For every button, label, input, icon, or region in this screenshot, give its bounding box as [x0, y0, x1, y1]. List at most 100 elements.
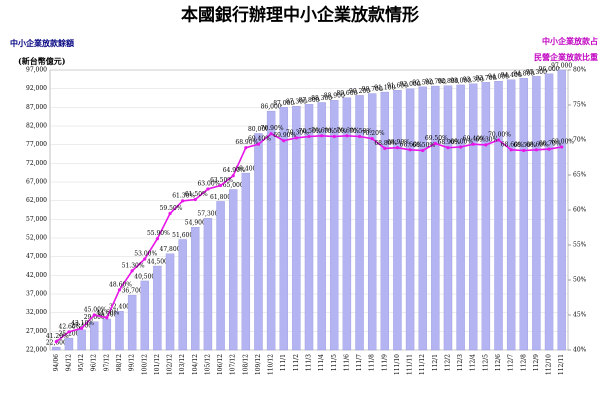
- bar: [64, 337, 74, 351]
- line-value-label: 70.60%: [336, 127, 359, 134]
- bar: [254, 133, 263, 351]
- x-tick-label: 111/6: [343, 354, 350, 371]
- x-tick-label: 110/12: [268, 354, 275, 375]
- bar: [127, 294, 137, 351]
- line-marker: [67, 330, 71, 334]
- y2-axis-title: 民營企業放款比重: [534, 52, 598, 62]
- bar-value-label: 95,300: [526, 69, 547, 76]
- line-value-label: 68.70%: [539, 141, 562, 148]
- bar-value-label: 29,600: [84, 314, 105, 321]
- y-axis-unit: (新台幣億元): [18, 56, 66, 66]
- line-marker: [370, 137, 374, 141]
- x-tick-label: 112/4: [470, 354, 477, 371]
- y2-tick-label: 50%: [573, 277, 587, 284]
- bar-value-label: 93,700: [475, 75, 496, 82]
- bar: [342, 97, 352, 351]
- bar: [456, 84, 465, 351]
- bar-value-label: 91,600: [387, 83, 408, 90]
- y-tick-label: 82,000: [26, 123, 47, 130]
- x-tick-label: 95/12: [78, 354, 85, 371]
- line-marker: [320, 134, 324, 138]
- line-value-label: 51.30%: [122, 262, 145, 269]
- y-tick-label: 62,000: [26, 197, 47, 204]
- line-value-label: 69.90%: [273, 132, 296, 139]
- x-tick-label: 111/12: [419, 354, 426, 375]
- line-value-label: 69.40%: [463, 136, 486, 143]
- bar: [494, 81, 503, 351]
- line-value-label: 70.30%: [286, 129, 309, 136]
- bar: [203, 218, 213, 351]
- line-marker: [496, 138, 501, 142]
- y-tick-label: 97,000: [26, 67, 47, 74]
- line-marker: [560, 145, 564, 149]
- line-value-label: 41.20%: [46, 333, 69, 340]
- bar: [506, 79, 516, 351]
- x-tick-label: 111/8: [369, 354, 376, 371]
- x-tick-label: 94/06: [53, 354, 60, 371]
- x-tick-label: 107/12: [230, 354, 237, 375]
- x-tick-label: 112/7: [508, 354, 515, 371]
- line-value-label: 64.90%: [223, 167, 246, 174]
- line-marker: [130, 269, 134, 273]
- bar-value-label: 87,800: [299, 97, 320, 104]
- line-value-label: 45.00%: [84, 307, 107, 314]
- x-tick-label: 100/12: [141, 354, 148, 375]
- line-value-label: 59.50%: [160, 205, 183, 212]
- line-marker: [117, 288, 122, 292]
- line-value-label: 69.00%: [450, 139, 473, 146]
- line-value-label: 70.50%: [349, 128, 372, 135]
- bar: [557, 69, 566, 351]
- y-tick-label: 27,000: [26, 328, 47, 335]
- y2-tick-label: 80%: [573, 67, 587, 74]
- bar: [405, 88, 415, 351]
- x-tick-label: 111/11: [407, 354, 414, 375]
- bar: [544, 73, 554, 351]
- bar: [481, 82, 491, 351]
- y-tick-label: 67,000: [26, 179, 47, 186]
- line-marker: [421, 148, 425, 153]
- bar-value-label: 80,000: [248, 126, 269, 133]
- bar-value-label: 51,600: [172, 232, 193, 239]
- bar-value-label: 40,500: [134, 273, 155, 280]
- bar-value-label: 93,000: [450, 77, 471, 84]
- x-tick-label: 94/12: [65, 354, 72, 371]
- y-tick-label: 37,000: [26, 291, 47, 298]
- bar-value-label: 36,700: [122, 288, 143, 295]
- bar-value-label: 94,000: [488, 74, 509, 81]
- line-value-label: 63.50%: [210, 177, 233, 184]
- bar-value-label: 57,300: [197, 211, 218, 218]
- bar: [102, 318, 112, 351]
- y2-tick-label: 55%: [573, 242, 587, 249]
- bar-value-label: 86,000: [261, 104, 282, 111]
- line-value-label: 70.50%: [324, 128, 347, 135]
- x-tick-label: 111/10: [394, 354, 401, 375]
- bar-value-label: 88,900: [324, 93, 345, 100]
- bar-value-label: 92,000: [400, 81, 421, 88]
- line-value-label: 70.00%: [488, 132, 511, 139]
- x-tick-label: 112/8: [520, 354, 527, 371]
- x-tick-label: 102/12: [167, 354, 174, 375]
- line-marker: [395, 146, 400, 150]
- line-marker: [218, 183, 223, 188]
- line-marker: [547, 147, 551, 151]
- line-marker: [509, 148, 513, 152]
- line-value-label: 61.30%: [172, 192, 195, 199]
- bar: [279, 107, 288, 351]
- bar-value-label: 89,600: [336, 90, 357, 97]
- bar-value-label: 92,500: [412, 79, 433, 86]
- line-marker: [357, 134, 362, 139]
- line-value-label: 68.50%: [412, 142, 435, 149]
- line-value-label: 68.50%: [513, 142, 536, 149]
- bar-value-label: 93,300: [463, 76, 484, 83]
- bar-value-label: 97,000: [551, 63, 572, 70]
- bar: [241, 172, 251, 351]
- x-tick-label: 101/12: [154, 354, 161, 375]
- line-value-label: 68.60%: [501, 141, 524, 148]
- bar: [115, 311, 124, 351]
- line-marker: [244, 146, 248, 150]
- bar: [393, 90, 402, 351]
- line-value-label: 55.90%: [147, 230, 170, 237]
- y2-tick-label: 45%: [573, 312, 587, 319]
- bar: [292, 106, 301, 351]
